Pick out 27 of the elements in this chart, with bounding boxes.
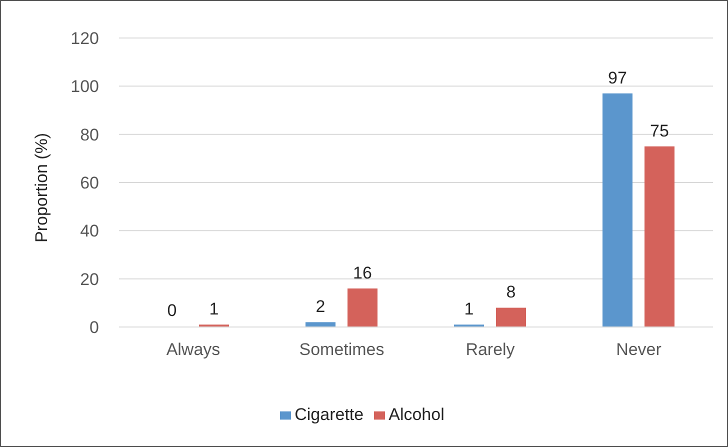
bar (306, 322, 336, 327)
y-tick-label: 100 (70, 77, 99, 96)
x-tick-label: Sometimes (299, 340, 384, 360)
data-label: 1 (464, 300, 474, 319)
x-tick-label: Rarely (466, 340, 516, 360)
y-axis-title: Proportion (%) (32, 132, 52, 242)
y-tick-label: 20 (80, 270, 99, 289)
y-tick-label: 120 (70, 29, 99, 48)
y-tick-label: 40 (80, 222, 99, 241)
data-label: 75 (650, 121, 669, 140)
data-label: 0 (167, 301, 177, 320)
bar (496, 308, 526, 327)
bar (348, 288, 378, 327)
data-label: 16 (353, 263, 372, 282)
bar (644, 146, 674, 327)
bar (602, 93, 632, 327)
y-tick-label: 80 (80, 125, 99, 144)
data-label: 2 (316, 297, 326, 316)
x-tick-label: Always (166, 340, 220, 360)
y-tick-label: 60 (80, 174, 99, 193)
legend-label: Alcohol (388, 405, 444, 424)
legend-label: Cigarette (294, 405, 364, 424)
data-label: 97 (608, 68, 627, 88)
data-label: 1 (209, 300, 219, 319)
x-tick-label: Never (616, 340, 662, 360)
y-tick-label: 0 (90, 318, 99, 338)
data-label: 8 (506, 282, 516, 302)
